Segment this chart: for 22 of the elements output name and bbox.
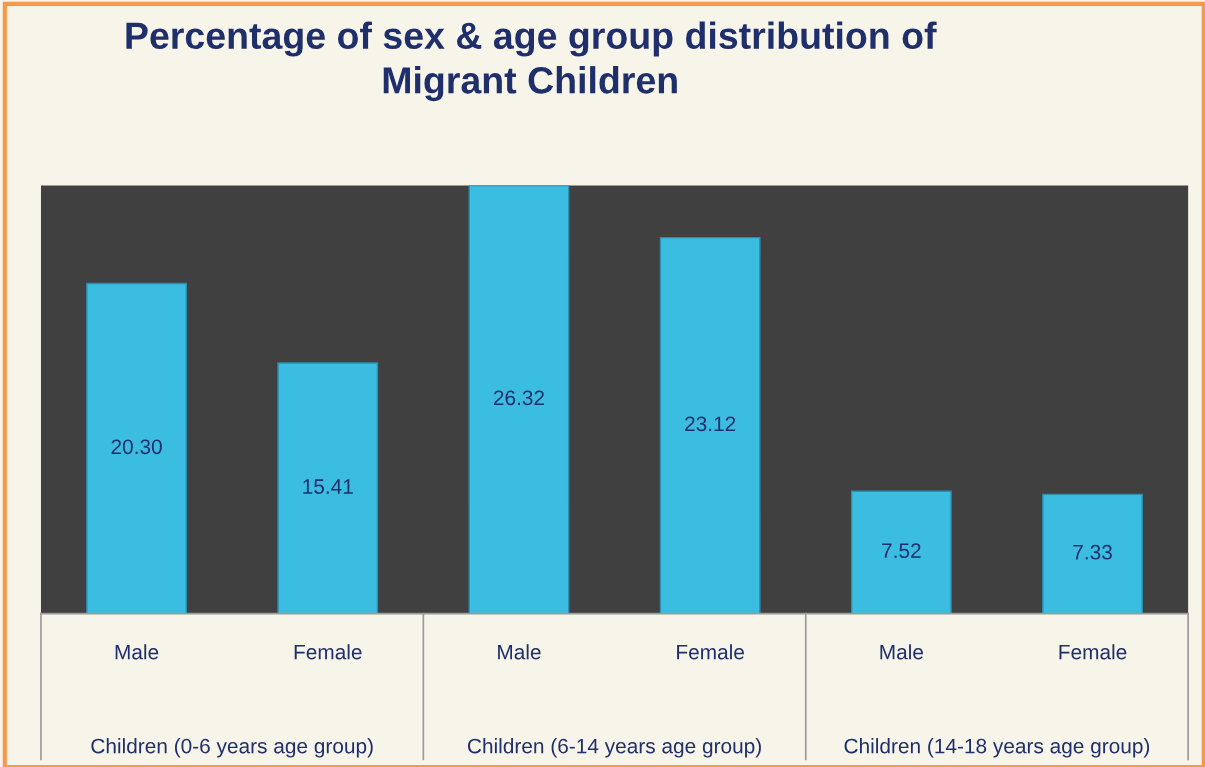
text: Children (14-18 years age group) bbox=[844, 738, 1150, 758]
chart-title: Percentage of sex & age group distribution of Migrant Children bbox=[126, 21, 937, 102]
text: Children (6-14 years age group) bbox=[467, 738, 761, 758]
data-label: 26.32 bbox=[493, 390, 544, 406]
bar bbox=[659, 236, 761, 614]
data-label: 23.12 bbox=[685, 416, 736, 432]
x-tick-label: Male bbox=[880, 644, 923, 660]
data-label: 7.33 bbox=[1073, 544, 1112, 560]
text: Children (0-6 years age group) bbox=[91, 738, 373, 758]
data-label: 15.41 bbox=[303, 479, 353, 494]
bar bbox=[1042, 493, 1143, 614]
bar bbox=[850, 490, 952, 614]
bar bbox=[86, 282, 187, 614]
x-tick-label: Male bbox=[498, 644, 541, 660]
x-tick-label: Female bbox=[294, 644, 362, 660]
x-tick-label: Male bbox=[115, 644, 159, 660]
x-tick-label: Female bbox=[677, 644, 744, 660]
bar bbox=[468, 185, 570, 614]
bar bbox=[277, 362, 379, 614]
data-label: 20.30 bbox=[111, 439, 162, 455]
x-tick-label: Female bbox=[1059, 644, 1127, 660]
data-label: 7.52 bbox=[882, 543, 921, 559]
